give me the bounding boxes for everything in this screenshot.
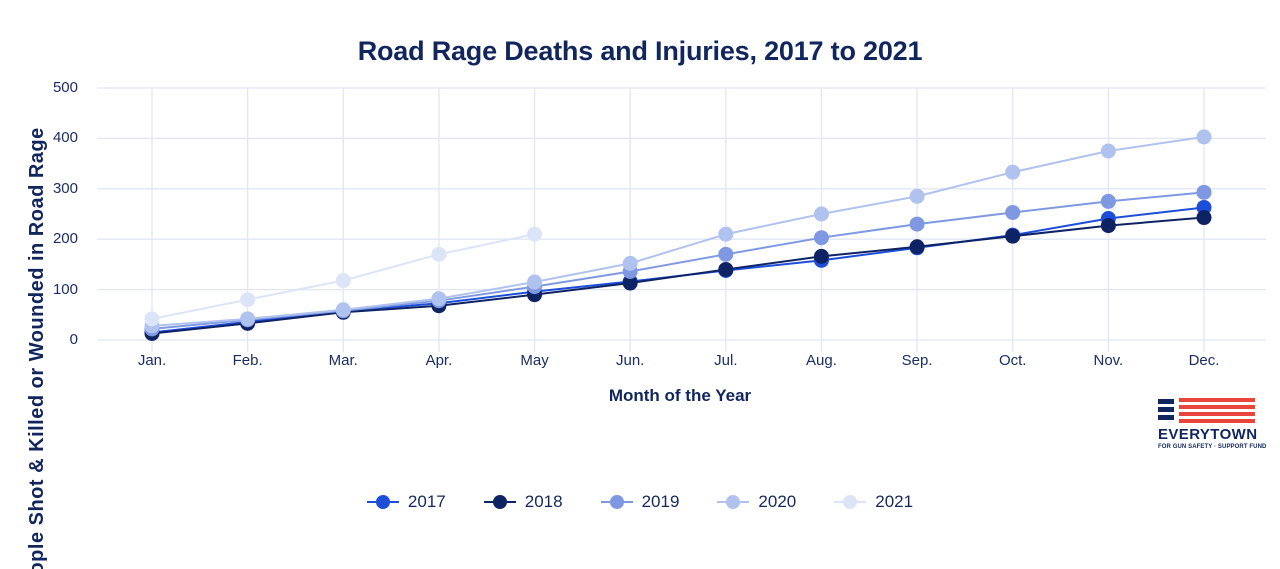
data-point-2020 [431,291,447,307]
everytown-logo: EVERYTOWN FOR GUN SAFETY · SUPPORT FUND [1158,398,1267,450]
data-point-2020 [813,206,829,222]
legend-item-2020: 2020 [717,492,796,512]
x-axis-title: Month of the Year [608,386,752,405]
x-tick-Jan: Jan. [137,352,167,369]
data-point-2020 [527,274,543,290]
y-tick-0: 0 [69,331,78,348]
data-point-2019 [718,246,734,262]
data-point-2020 [909,188,925,204]
legend-label: 2018 [524,492,563,511]
data-point-2020 [1005,164,1021,180]
data-point-2018 [718,261,734,277]
data-point-2020 [1100,143,1116,159]
legend: 2017 2018 2019 2020 2021 [0,492,1280,512]
data-point-2021 [335,273,351,289]
x-tick-Oct: Oct. [998,352,1027,369]
data-point-2019 [1196,184,1212,200]
legend-item-2021: 2021 [834,492,913,512]
legend-marker-icon [600,495,633,509]
data-point-2019 [1100,193,1116,209]
series-line-2019 [151,191,1205,330]
series-line-2018 [151,216,1205,335]
data-point-2020 [1196,129,1212,145]
y-tick-200: 200 [52,230,78,248]
x-tick-Feb: Feb. [232,352,263,369]
series-line-2020 [151,135,1205,327]
data-point-2018 [813,248,829,264]
legend-marker-icon [717,495,750,509]
data-point-2021 [240,292,256,308]
x-tick-Sep: Sep. [901,352,933,369]
y-tick-400: 400 [52,129,78,147]
x-tick-Jul: Jul. [714,352,738,369]
y-tick-300: 300 [52,179,78,197]
legend-marker-icon [483,495,516,509]
legend-item-2017: 2017 [366,492,446,512]
y-tick-100: 100 [52,280,78,298]
chart-title: Road Rage Deaths and Injuries, 2017 to 2… [357,36,923,66]
data-point-2018 [909,239,925,255]
data-point-2020 [240,311,256,327]
x-tick-Mar: Mar. [328,352,358,369]
x-tick-Jun: Jun. [615,352,645,369]
x-tick-Apr: Apr. [425,352,453,369]
legend-label: 2019 [641,492,680,511]
data-point-2018 [1100,218,1116,234]
data-point-2020 [335,302,351,318]
legend-item-2019: 2019 [600,492,680,512]
x-tick-Nov: Nov. [1093,352,1124,369]
data-point-2018 [622,275,638,291]
data-point-2020 [622,255,638,271]
x-tick-Dec: Dec. [1188,352,1220,369]
legend-label: 2017 [407,492,446,511]
legend-marker-icon [834,495,867,509]
data-point-2021 [527,226,543,242]
x-tick-Aug: Aug. [806,352,837,369]
everytown-flag-icon [1158,398,1255,424]
data-point-2021 [431,246,447,262]
data-point-2018 [1005,228,1021,244]
logo-tagline: FOR GUN SAFETY · SUPPORT FUND [1158,444,1267,450]
data-point-2021 [144,311,160,327]
x-tick-May: May [520,352,549,369]
logo-name: EVERYTOWN [1158,426,1258,443]
legend-marker-icon [366,495,399,509]
legend-label: 2021 [875,492,914,511]
data-point-2018 [1196,210,1212,226]
data-point-2019 [1005,204,1021,220]
legend-item-2018: 2018 [483,492,563,512]
data-point-2020 [718,226,734,242]
y-tick-500: 500 [52,79,78,96]
data-point-2019 [813,230,829,246]
legend-label: 2020 [758,492,797,511]
data-point-2019 [909,216,925,232]
